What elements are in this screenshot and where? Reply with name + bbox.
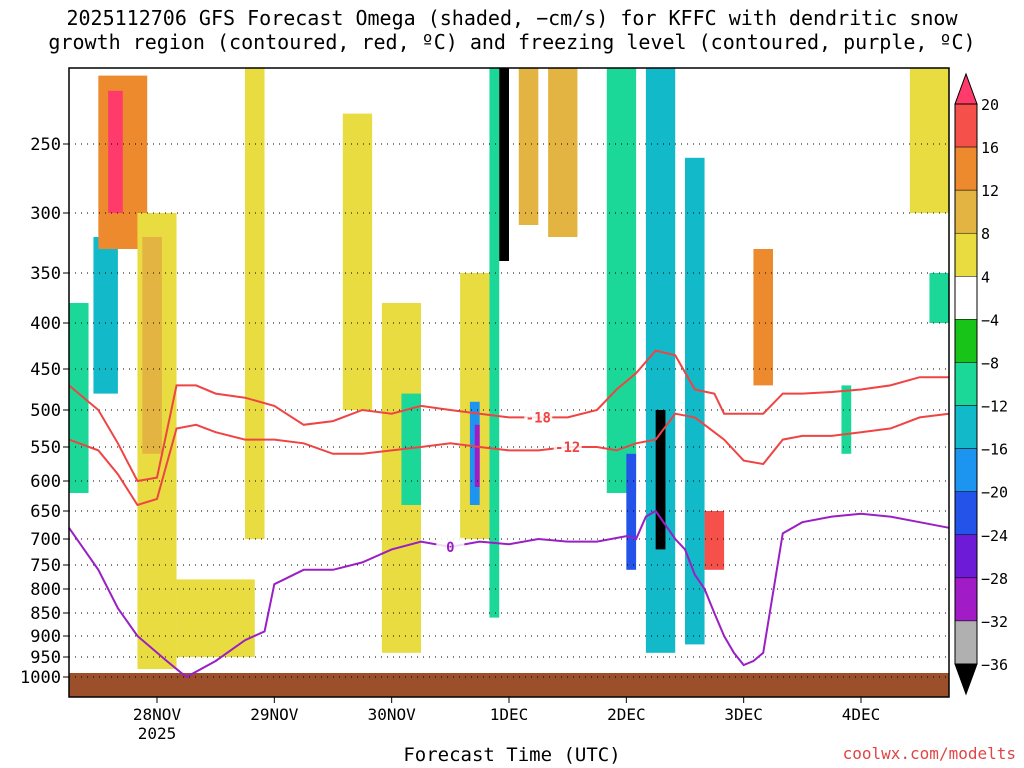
colorbar-label-8: −16 [981, 441, 1008, 459]
dgz-contour-1-label-bg [553, 438, 582, 454]
y-tick-label-800: 800 [30, 580, 61, 600]
y-tick-label-250: 250 [30, 135, 61, 155]
colorbar-band-12 [954, 577, 978, 622]
y-tick-label-700: 700 [30, 530, 61, 550]
omega-cell-25 [841, 385, 852, 454]
colorbar-label-11: −28 [981, 570, 1008, 588]
x-tick-label-6: 4DEC [842, 705, 881, 724]
y-tick-label-600: 600 [30, 472, 61, 492]
y-tick-label-750: 750 [30, 556, 61, 576]
chart-title: 2025112706 GFS Forecast Omega (shaded, −… [0, 6, 1024, 54]
omega-cell-1 [93, 237, 118, 394]
omega-cell-26 [909, 68, 949, 213]
y-tick-label-450: 450 [30, 360, 61, 380]
omega-cell-7 [245, 68, 265, 539]
omega-cell-17 [548, 68, 578, 237]
omega-cell-8 [342, 113, 373, 410]
omega-cell-21 [655, 410, 666, 550]
colorbar-label-6: −8 [981, 354, 999, 372]
omega-cell-14 [489, 68, 500, 618]
y-axis: 250 300 350 400 450 500 550 600 650 700 750 800 850 9… [20, 135, 69, 688]
omega-cell-19 [626, 453, 637, 570]
colorbar-frame [954, 103, 978, 665]
colorbar-band-10 [954, 491, 978, 536]
chart-title-line-1: 2025112706 GFS Forecast Omega (shaded, −… [66, 6, 958, 30]
omega-cell-15 [499, 68, 509, 261]
colorbar-band-5 [954, 276, 978, 320]
colorbar-band-7 [954, 362, 978, 406]
colorbar-label-0: 20 [981, 96, 999, 114]
colorbar-label-4: 4 [981, 268, 990, 286]
omega-cell-27 [929, 273, 949, 323]
x-tick-label-0: 28NOV [133, 705, 182, 724]
omega-cell-10 [401, 393, 421, 505]
dgz-contour-0-label: -18 [526, 410, 551, 426]
colorbar-label-2: 12 [981, 182, 999, 200]
y-tick-label-850: 850 [30, 604, 61, 624]
dgz-contour-0 [68, 349, 949, 483]
colorbar-top-arrow [954, 72, 978, 105]
colorbar-band-3 [954, 189, 978, 234]
omega-cell-23 [704, 511, 725, 570]
dgz-contour-1 [68, 412, 950, 507]
colorbar-label-7: −12 [981, 398, 1008, 416]
omega-cell-6 [176, 579, 255, 657]
freezing-level-contour [68, 509, 950, 679]
dgz-contour-0-label-bg [524, 408, 553, 425]
ground-layer [69, 673, 949, 697]
y-tick-label-1000: 1000 [20, 668, 61, 688]
colorbar-label-3: 8 [981, 225, 990, 243]
attribution-text: coolwx.com/modelts [842, 744, 1016, 763]
y-tick-label-300: 300 [30, 204, 61, 224]
y-tick-label-650: 650 [30, 502, 61, 522]
y-tick-label-400: 400 [30, 314, 61, 334]
x-tick-label-1: 29NOV [250, 705, 299, 724]
x-tick-label-5: 3DEC [724, 705, 763, 724]
omega-cell-24 [753, 249, 773, 386]
y-tick-label-950: 950 [30, 648, 61, 668]
colorbar-label-1: 16 [981, 139, 999, 157]
freezing-level-contour-label-bg [436, 537, 465, 554]
x-tick-label-2: 30NOV [368, 705, 417, 724]
omega-shading-layer [69, 68, 949, 669]
colorbar-band-4 [954, 232, 978, 277]
colorbar-band-6 [954, 319, 978, 363]
colorbar-band-11 [954, 534, 978, 579]
colorbar-band-8 [954, 405, 978, 449]
chart-title-line-2: growth region (contoured, red, ºC) and f… [48, 30, 976, 54]
colorbar-bottom-arrow [954, 663, 978, 696]
colorbar: 20 16 12 8 4 −4 −8 −12 −16 −20 −24 −28 −32 −36 [954, 72, 1008, 696]
omega-cell-3 [108, 90, 123, 213]
omega-cell-20 [645, 68, 676, 653]
freezing-level-contour-label: 0 [446, 540, 454, 556]
y-tick-label-500: 500 [30, 401, 61, 421]
ground-fill [69, 673, 949, 697]
x-axis-label: Forecast Time (UTC) [403, 744, 621, 766]
x-tick-label-4: 2DEC [607, 705, 646, 724]
y-tick-label-900: 900 [30, 627, 61, 647]
contour-layer: -18-12 0 [68, 349, 950, 679]
colorbar-band-9 [954, 448, 978, 492]
colorbar-band-13 [954, 620, 978, 665]
omega-cell-16 [518, 68, 539, 225]
omega-cell-13 [474, 424, 480, 487]
colorbar-band-1 [954, 103, 978, 148]
colorbar-band-2 [954, 146, 978, 191]
omega-cell-0 [69, 303, 89, 493]
omega-cell-22 [685, 157, 705, 645]
x-tick-label-3: 1DEC [490, 705, 529, 724]
colorbar-label-9: −20 [981, 484, 1008, 502]
colorbar-label-13: −36 [981, 656, 1008, 674]
omega-cell-5 [142, 237, 162, 454]
colorbar-label-10: −24 [981, 527, 1008, 545]
y-tick-label-550: 550 [30, 438, 61, 458]
x-tick-sublabel-0: 2025 [138, 724, 177, 743]
omega-cell-18 [606, 68, 637, 493]
dgz-contour-1-label: -12 [555, 440, 580, 456]
colorbar-label-12: −32 [981, 613, 1008, 631]
y-tick-label-350: 350 [30, 264, 61, 284]
colorbar-label-5: −4 [981, 311, 999, 329]
